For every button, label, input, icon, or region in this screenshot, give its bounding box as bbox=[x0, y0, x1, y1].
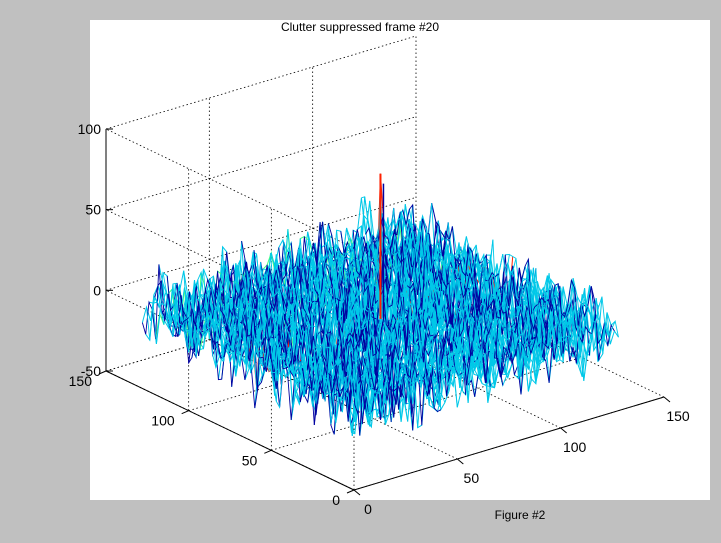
x-tick-label: 0 bbox=[364, 501, 372, 517]
y-tick-mark bbox=[181, 410, 189, 415]
y-tick-label: 50 bbox=[242, 452, 258, 468]
x-tick-label: 50 bbox=[464, 470, 480, 486]
surface-column-line bbox=[406, 221, 619, 350]
surface-column-line bbox=[187, 270, 400, 405]
x-tick-mark bbox=[353, 489, 361, 496]
y-tick-mark bbox=[264, 449, 272, 454]
surface-plot bbox=[141, 173, 619, 436]
surface-column-line bbox=[216, 251, 429, 426]
surface-column-line bbox=[203, 271, 417, 431]
y-axis-line bbox=[105, 370, 355, 491]
x-tick-mark bbox=[663, 396, 671, 403]
x-tick-label: 150 bbox=[666, 408, 690, 424]
y-tick-label: 100 bbox=[151, 413, 175, 429]
y-tick-label: 0 bbox=[332, 492, 340, 508]
z-tick-label: 0 bbox=[93, 282, 101, 298]
surface-column-line bbox=[249, 251, 462, 405]
x-tick-mark bbox=[457, 458, 464, 465]
surface-column-line bbox=[220, 261, 433, 406]
chart-title: Clutter suppressed frame #20 bbox=[281, 20, 439, 34]
wall-grid-line bbox=[105, 128, 355, 249]
wall-grid-line bbox=[105, 209, 355, 330]
z-tick-label: 100 bbox=[78, 121, 102, 137]
x-axis-line bbox=[353, 396, 665, 491]
surface-column-line bbox=[323, 240, 537, 384]
surface-column-line bbox=[352, 216, 566, 356]
x-tick-label: 100 bbox=[563, 439, 587, 455]
z-tick-label: -50 bbox=[81, 363, 101, 379]
surface-column-line bbox=[398, 203, 611, 354]
figure-caption: Figure #2 bbox=[495, 508, 546, 522]
x-tick-mark bbox=[560, 427, 567, 434]
y-tick-label: 150 bbox=[69, 373, 93, 389]
z-tick-label: 50 bbox=[85, 202, 101, 218]
y-tick-mark bbox=[346, 489, 355, 494]
surface-column-line bbox=[228, 262, 442, 413]
surface-column-line bbox=[402, 203, 615, 346]
y-tick-mark bbox=[98, 370, 107, 375]
